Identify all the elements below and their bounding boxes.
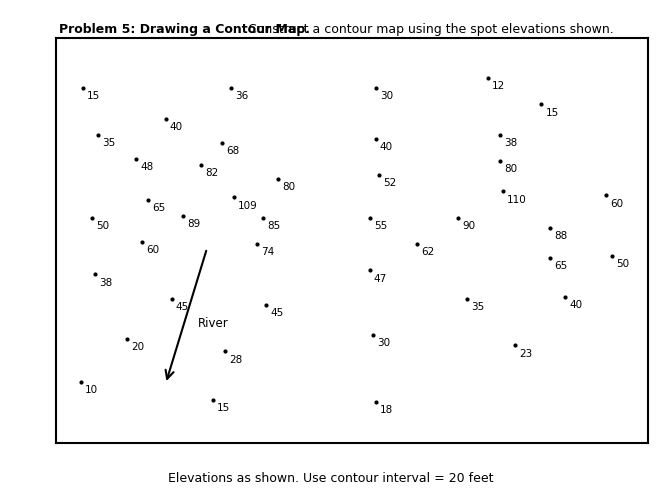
- Text: 35: 35: [471, 302, 485, 312]
- Text: 55: 55: [374, 221, 387, 231]
- Text: 80: 80: [282, 182, 295, 192]
- Text: 20: 20: [132, 342, 145, 352]
- Text: 15: 15: [87, 92, 100, 102]
- Text: 48: 48: [140, 162, 153, 172]
- Text: River: River: [198, 317, 229, 330]
- Text: 65: 65: [152, 202, 165, 212]
- Text: 60: 60: [611, 198, 623, 208]
- Text: 23: 23: [519, 348, 532, 358]
- Text: 47: 47: [374, 274, 387, 283]
- Text: 74: 74: [262, 248, 275, 258]
- Text: 15: 15: [217, 403, 230, 413]
- Text: Construct a contour map using the spot elevations shown.: Construct a contour map using the spot e…: [248, 22, 613, 36]
- Text: 50: 50: [617, 260, 629, 270]
- Text: 28: 28: [229, 354, 242, 364]
- Text: 18: 18: [380, 405, 393, 415]
- Text: 45: 45: [270, 308, 284, 318]
- Text: 80: 80: [504, 164, 517, 174]
- Text: 109: 109: [238, 200, 258, 210]
- Text: 12: 12: [492, 81, 506, 91]
- Text: 35: 35: [102, 138, 115, 148]
- Text: 36: 36: [235, 92, 248, 102]
- Text: 85: 85: [268, 221, 281, 231]
- Text: 60: 60: [146, 246, 159, 256]
- Text: 30: 30: [377, 338, 390, 348]
- Text: 15: 15: [545, 108, 559, 118]
- Text: 38: 38: [98, 278, 112, 287]
- Text: 88: 88: [555, 231, 568, 241]
- Text: 50: 50: [96, 221, 109, 231]
- Text: 40: 40: [170, 122, 183, 132]
- Text: 90: 90: [463, 221, 476, 231]
- Text: Elevations as shown. Use contour interval = 20 feet: Elevations as shown. Use contour interva…: [168, 472, 493, 486]
- Text: 10: 10: [85, 385, 98, 395]
- Text: 52: 52: [383, 178, 396, 188]
- Text: 38: 38: [504, 138, 518, 148]
- Text: 30: 30: [380, 92, 393, 102]
- Text: 40: 40: [380, 142, 393, 152]
- Text: 62: 62: [421, 248, 434, 258]
- Text: 82: 82: [206, 168, 219, 178]
- Text: 45: 45: [176, 302, 189, 312]
- Text: 89: 89: [188, 219, 201, 229]
- Text: Problem 5: Drawing a Contour Map.: Problem 5: Drawing a Contour Map.: [59, 22, 311, 36]
- Text: 68: 68: [226, 146, 239, 156]
- Text: 110: 110: [507, 194, 527, 204]
- Text: 65: 65: [555, 262, 568, 272]
- Text: 40: 40: [569, 300, 582, 310]
